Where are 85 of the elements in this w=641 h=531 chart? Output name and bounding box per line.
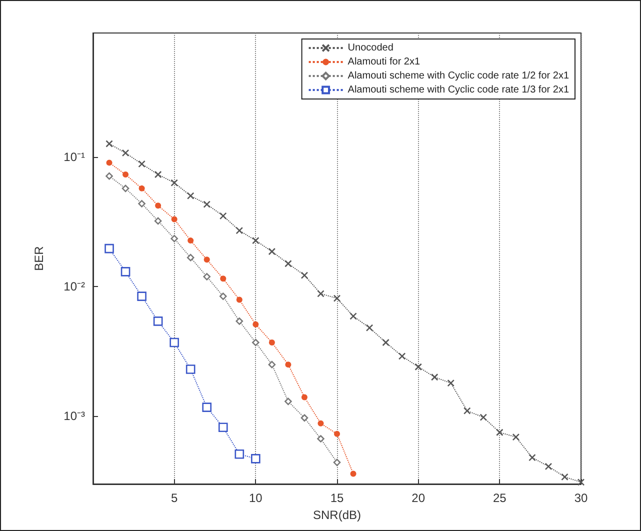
x-tick-label: 10 [248,491,263,505]
x-axis-title: SNR(dB) [312,508,362,522]
point [138,185,145,192]
legend-label: Alamouti scheme with Cyclic code rate 1/3 for 2x1 [348,84,570,96]
point [268,360,276,368]
point [170,234,178,242]
point [138,200,146,208]
y-tick-label: 10⁻¹ [64,150,86,164]
point [202,402,212,412]
point [300,414,308,422]
point [496,428,504,436]
x-tick-label: 15 [330,491,344,505]
point [268,248,276,256]
point [219,292,227,300]
point [236,296,242,303]
point [171,216,178,222]
point [333,458,341,466]
point [170,338,179,348]
point [544,462,552,470]
y-tick-label: 10⁻³ [64,409,86,424]
point [318,420,324,426]
point [106,160,112,166]
point [512,433,520,441]
point [186,364,196,374]
point [120,267,130,276]
point [218,422,228,432]
point [447,379,455,387]
point [219,212,227,220]
point [153,316,163,326]
point [252,338,260,346]
point [236,318,244,325]
x-tick-label: 30 [574,491,588,505]
legend-label: Alamouti scheme with Cyclic code rate 1/2 for 2x1 [348,70,570,82]
point [252,236,260,244]
point [561,473,568,481]
legend-label: Unocoded [348,42,394,54]
point [350,312,357,320]
x-tick-label: 5 [170,491,178,505]
point [170,179,178,186]
point [186,192,194,200]
x-tick-label: 25 [492,491,507,505]
point [251,454,260,464]
point [154,217,162,225]
point [430,373,438,381]
point [236,226,244,234]
point [122,149,130,157]
point [382,338,390,346]
point [284,398,292,406]
point [268,339,275,346]
y-tick-label: 10⁻² [64,279,86,294]
point [106,172,113,180]
point [104,244,114,254]
y-axis-title: BER [32,246,46,271]
point [398,352,406,360]
point [106,140,113,148]
point [186,254,194,262]
point [317,290,324,298]
point [155,202,162,209]
point [122,172,129,178]
point [203,200,211,208]
point [220,276,226,282]
point [301,394,308,400]
point [350,470,356,477]
point [137,292,146,301]
point [334,430,340,437]
point [122,184,130,192]
point [188,238,194,244]
point [300,272,308,279]
point [284,260,292,268]
x-tick-label: 20 [412,491,426,505]
point [285,362,292,368]
legend-label: Alamouti for 2x1 [348,56,420,68]
point [204,256,210,263]
point [366,324,374,332]
point [203,273,211,280]
point [528,454,536,462]
point [234,449,244,459]
point [414,363,422,371]
point [480,414,488,421]
point [463,407,471,414]
point [317,435,324,442]
point [138,160,146,168]
point [154,170,162,178]
point [252,321,259,328]
point [333,294,341,302]
